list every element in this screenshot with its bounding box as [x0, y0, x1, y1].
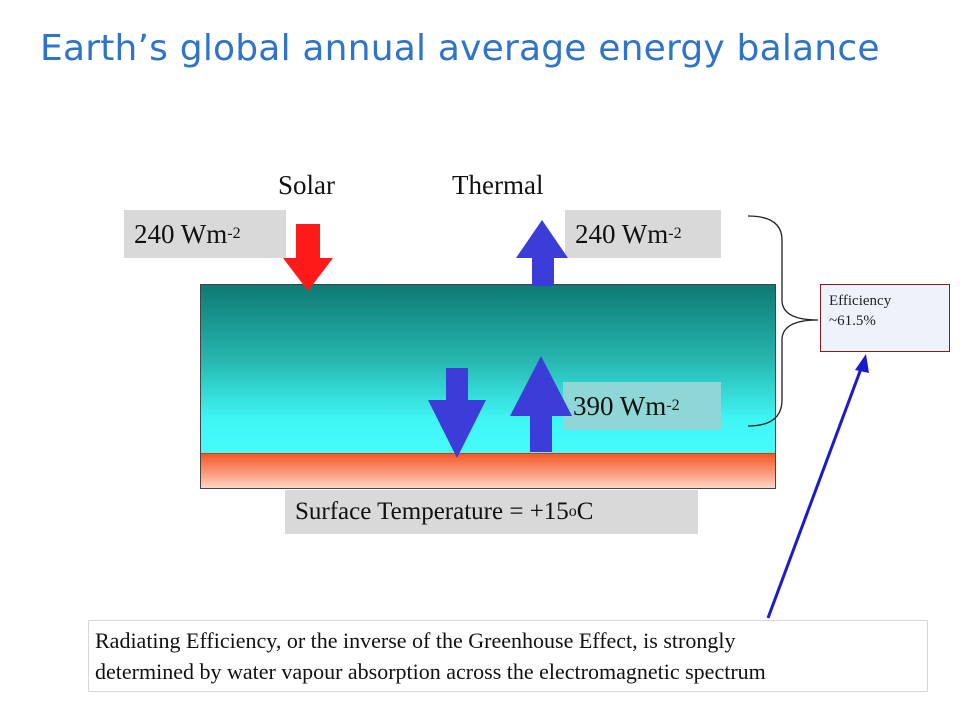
explanation-line-2: determined by water vapour absorption ac… [95, 659, 766, 684]
thermal-outgoing-arrow-icon [516, 220, 568, 286]
thermal-flux-exponent: -2 [668, 225, 682, 242]
surface-emission-arrow-icon [510, 356, 572, 452]
efficiency-box: Efficiency ~61.5% [820, 284, 950, 352]
thermal-flux-box: 240 Wm -2 [565, 210, 721, 258]
thermal-flux-value: 240 Wm [575, 218, 669, 249]
surface-temperature-box: Surface Temperature = +15 o C [285, 490, 698, 534]
surface-emission-exponent: -2 [666, 397, 680, 414]
solar-label: Solar [278, 170, 335, 200]
solar-flux-value: 240 Wm [134, 218, 228, 249]
solar-flux-exponent: -2 [227, 225, 241, 242]
surface-temperature-text: Surface Temperature = +15 [295, 498, 569, 525]
thermal-label: Thermal [452, 170, 544, 200]
explanation-line-1: Radiating Efficiency, or the inverse of … [95, 628, 736, 653]
solar-incoming-arrow-icon [283, 224, 333, 291]
surface-emission-value: 390 Wm [573, 390, 667, 421]
slide-title: Earth’s global annual average energy bal… [40, 28, 880, 69]
efficiency-label: Efficiency [829, 293, 892, 309]
degree-symbol: o [568, 503, 577, 520]
efficiency-value: ~61.5% [829, 313, 876, 329]
pointer-arrow-icon [766, 354, 869, 619]
back-radiation-arrow-icon [428, 368, 486, 458]
grouping-brace-icon [747, 215, 819, 427]
solar-flux-box: 240 Wm -2 [124, 210, 286, 258]
explanation-note: Radiating Efficiency, or the inverse of … [88, 620, 928, 692]
surface-emission-box: 390 Wm -2 [563, 382, 721, 430]
celsius-unit: C [576, 498, 594, 525]
earth-surface-layer [201, 453, 775, 488]
